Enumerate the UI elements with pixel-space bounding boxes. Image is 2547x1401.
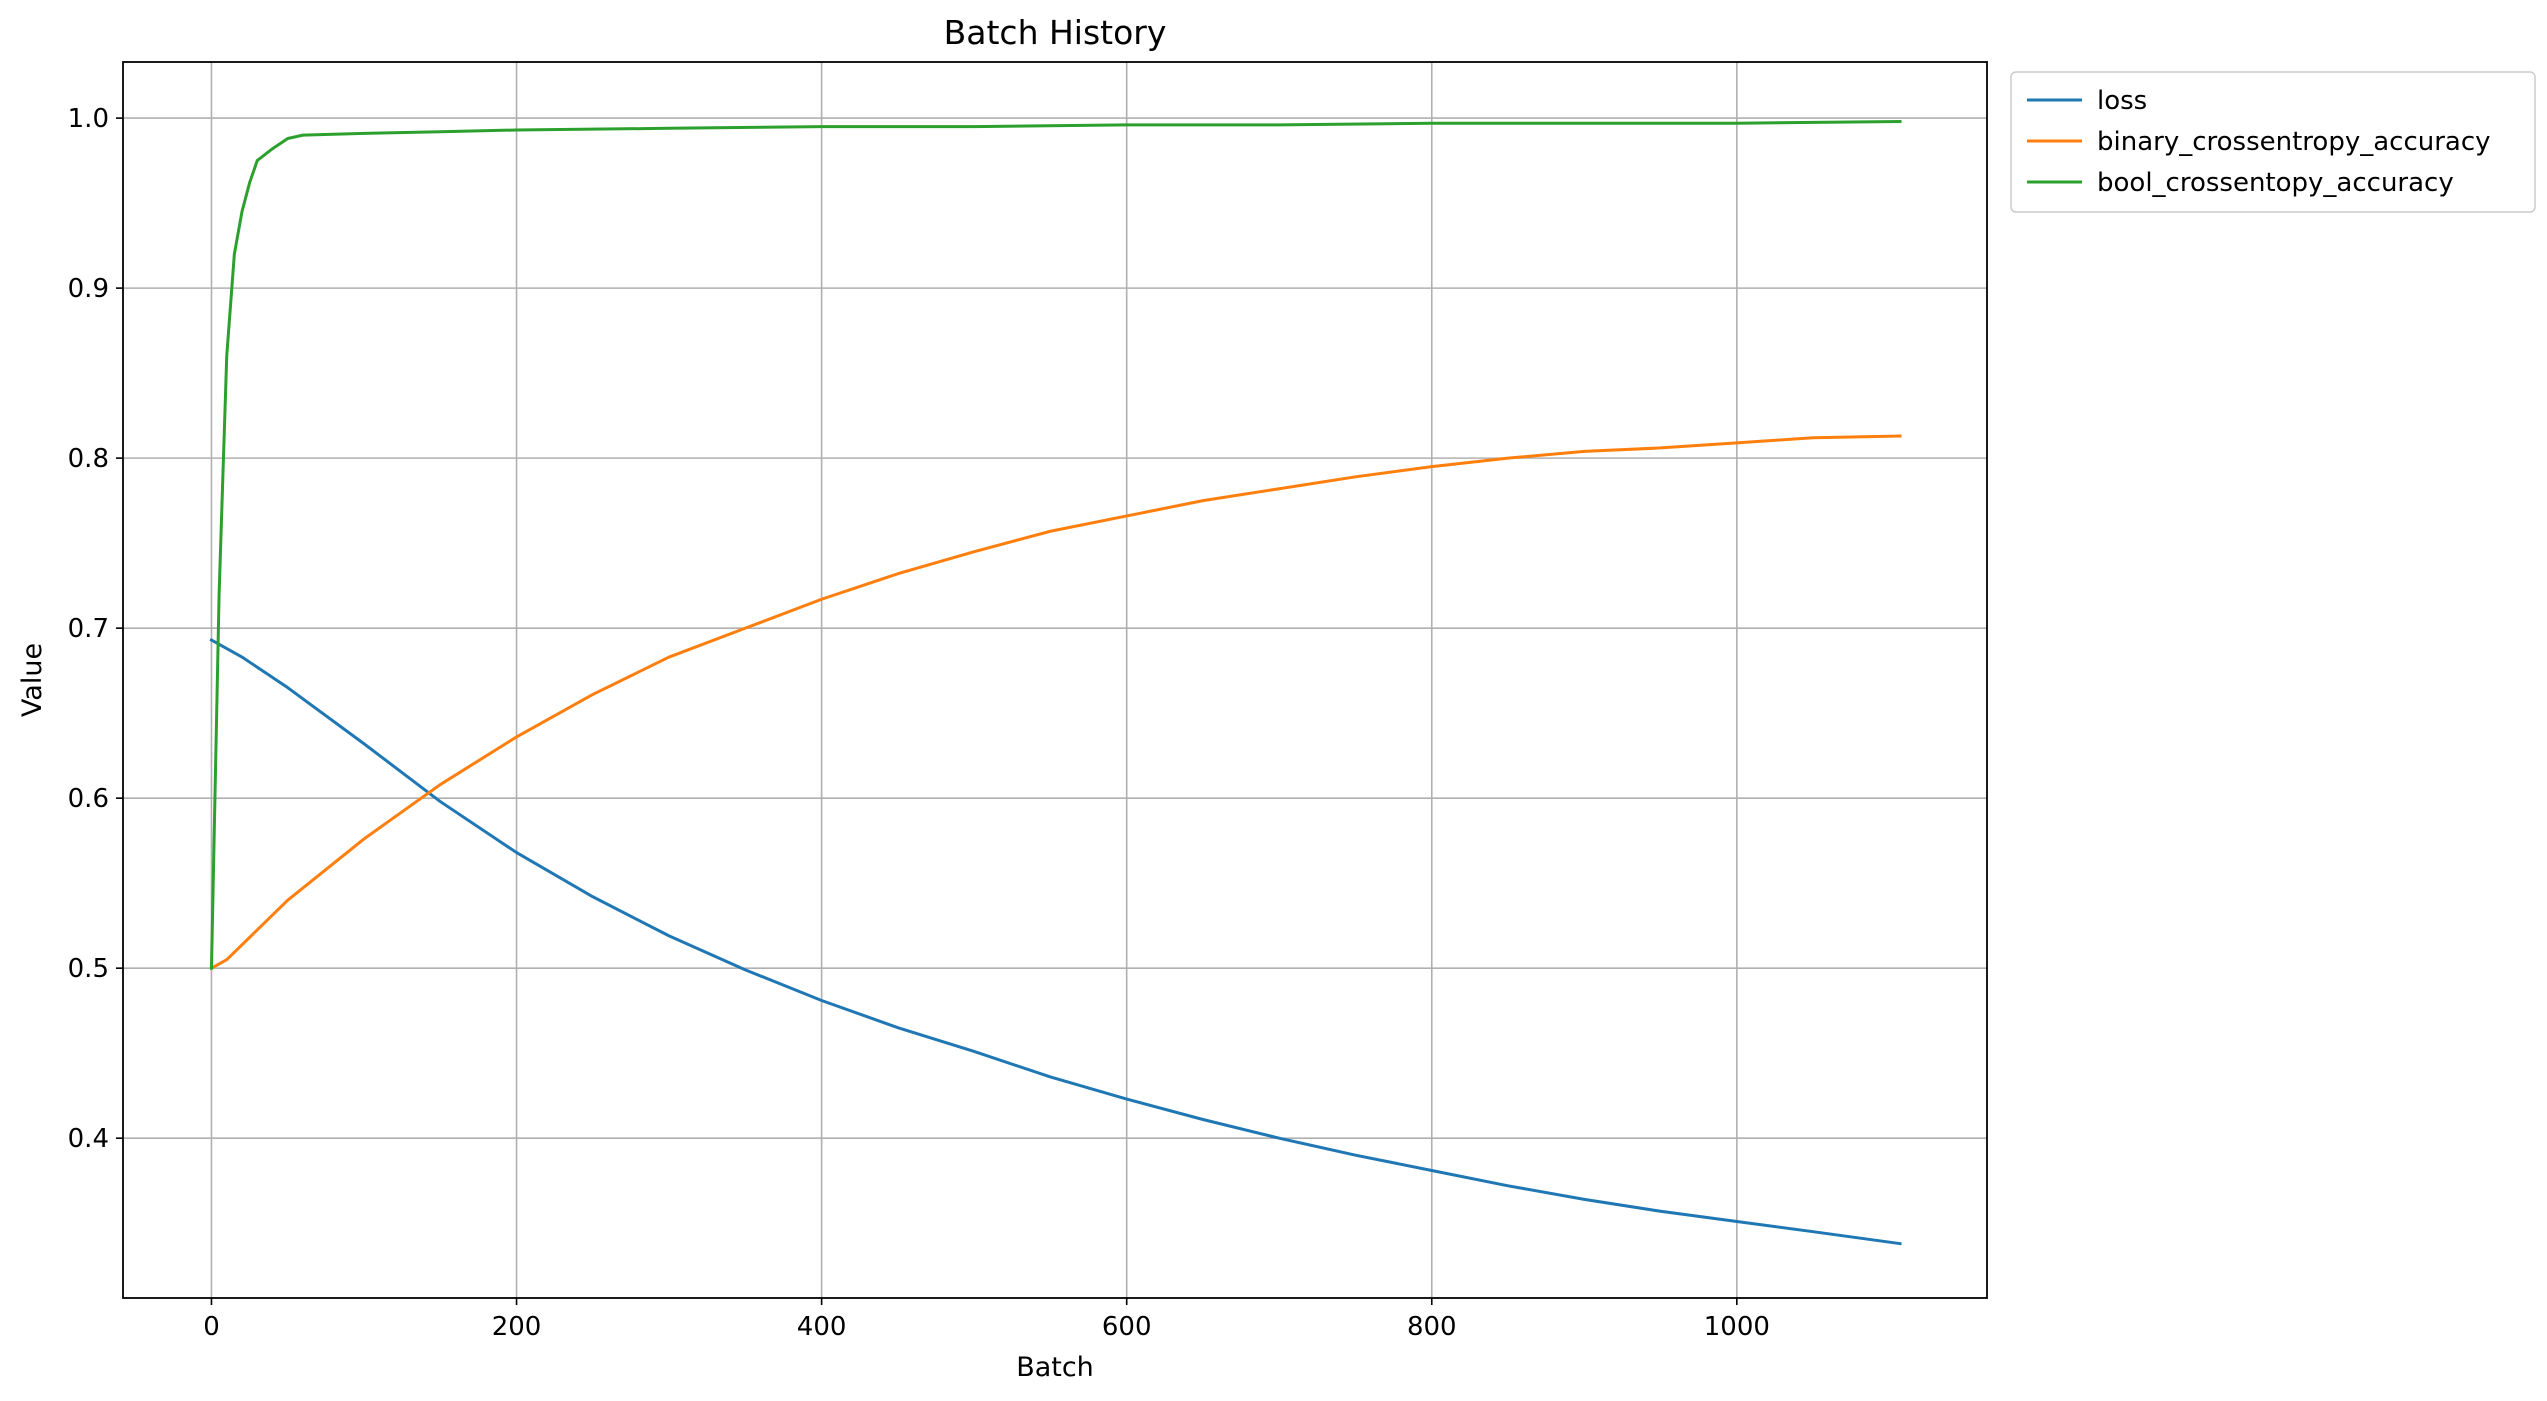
y-axis-label: Value (17, 643, 48, 717)
legend-box (2010, 71, 2536, 213)
series-line-binary-crossentropy-accuracy (209, 434, 1902, 971)
y-tick-label: 0.9 (68, 274, 109, 304)
x-tick-label: 200 (492, 1312, 542, 1342)
legend: loss binary_crossentropy_accuracy bool_cro… (2010, 71, 2536, 213)
chart-title: Batch History (944, 13, 1167, 52)
legend-label: loss (2097, 86, 2147, 116)
legend-label: bool_crossentopy_accuracy (2097, 168, 2454, 198)
series-line-bool-crossentopy-accuracy (209, 119, 1902, 970)
y-tick-label: 0.4 (68, 1124, 109, 1154)
x-tick-label: 1000 (1704, 1312, 1770, 1342)
y-tick-label: 0.8 (68, 444, 109, 474)
y-tick-label: 0.5 (68, 954, 109, 984)
y-tick-label: 1.0 (68, 104, 109, 134)
y-tick-label: 0.6 (68, 784, 109, 814)
x-tick-label: 800 (1407, 1312, 1457, 1342)
x-tick-label: 600 (1102, 1312, 1152, 1342)
y-tick-label: 0.7 (68, 614, 109, 644)
x-tick-label: 0 (203, 1312, 220, 1342)
tick-layer: 0 200 400 600 800 1000 0.4 0.5 0.6 0.7 0.8 0.9 1.0 (68, 104, 1770, 1342)
x-axis-label: Batch (1016, 1352, 1094, 1383)
legend-label: binary_crossentropy_accuracy (2097, 127, 2491, 157)
x-tick-label: 400 (797, 1312, 847, 1342)
plot-frame (122, 61, 1988, 1299)
series-layer (209, 119, 1902, 1246)
